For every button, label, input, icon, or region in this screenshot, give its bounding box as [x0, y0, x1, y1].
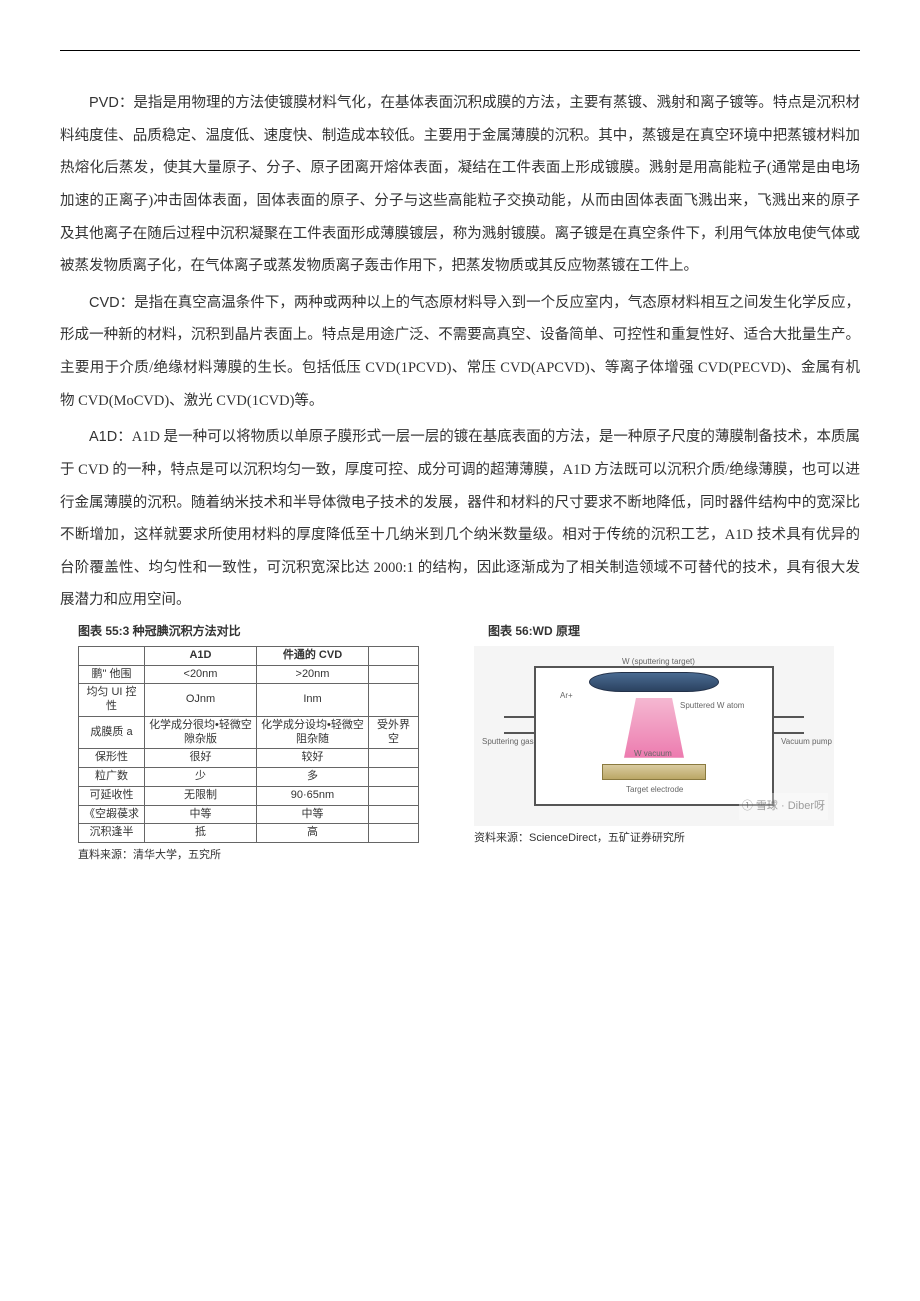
gas-inlet	[504, 716, 534, 734]
table-row-label: 均匀 UI 控性	[79, 684, 145, 717]
table-row-label: 沉积逢半	[79, 824, 145, 843]
comparison-table-body: 鹏" 他围<20nm>20nm均匀 UI 控性OJnmInm成膜质 a化学成分很…	[79, 665, 419, 843]
table-row: 粒广数少多	[79, 768, 419, 787]
table-row: 鹏" 他围<20nm>20nm	[79, 665, 419, 684]
table-cell-extra	[369, 786, 419, 805]
label-sputtered: Sputtered W atom	[680, 702, 744, 711]
table-row: 《空嘏葔求中等中等	[79, 805, 419, 824]
table-cell-extra	[369, 805, 419, 824]
top-rule	[60, 50, 860, 51]
table-cell-extra	[369, 665, 419, 684]
table-cell-cvd: 多	[257, 768, 369, 787]
table-row: 均匀 UI 控性OJnmInm	[79, 684, 419, 717]
label-target: W (sputtering target)	[622, 658, 695, 667]
label-gas-in: Sputtering gas	[482, 738, 534, 747]
table-cell-extra	[369, 749, 419, 768]
figure-row: 图表 55:3 种冠腆沉积方法对比 A1D 件通的 CVD 鹏" 他围<20nm…	[60, 623, 860, 862]
table-row-label: 鹏" 他围	[79, 665, 145, 684]
watermark: ① 雪球 · Diber呀	[739, 793, 828, 820]
pvd-diagram: W (sputtering target) Ar+ Sputtered W at…	[474, 646, 834, 826]
table-cell-a1d: 很好	[145, 749, 257, 768]
table-row: 保形性很好较好	[79, 749, 419, 768]
paragraph-cvd: CVD：是指在真空高温条件下，两种或两种以上的气态原材料导入到一个反应室内，气态…	[60, 287, 860, 418]
pvd-lead: PVD：	[89, 95, 133, 111]
figure-55-source: 直料来源：清华大学，五究所	[78, 848, 450, 862]
comparison-table: A1D 件通的 CVD 鹏" 他围<20nm>20nm均匀 UI 控性OJnmI…	[78, 646, 419, 843]
label-substrate: W vacuum	[634, 750, 672, 759]
table-row: 成膜质 a化学成分很均•轻微空隙杂版化学成分设均•轻微空阻杂随受外界 空	[79, 716, 419, 749]
cvd-body: 是指在真空高温条件下，两种或两种以上的气态原材料导入到一个反应室内，气态原材料相…	[60, 295, 860, 409]
table-cell-extra	[369, 768, 419, 787]
table-row: 可延收性无限制90·65nm	[79, 786, 419, 805]
table-cell-cvd: 较好	[257, 749, 369, 768]
a1d-lead: A1D：	[89, 429, 132, 445]
pvd-body: 是指是用物理的方法使镀膜材料气化，在基体表面沉积成膜的方法，主要有蒸镀、溅射和离…	[60, 95, 860, 274]
table-cell-cvd: 90·65nm	[257, 786, 369, 805]
table-cell-cvd: 中等	[257, 805, 369, 824]
figure-56-source: 资料来源：ScienceDirect，五矿证券研究所	[474, 831, 860, 845]
figure-56-title: 图表 56:WD 原理	[488, 623, 860, 640]
paragraph-a1d: A1D：A1D 是一种可以将物质以单原子膜形式一层一层的镀在基底表面的方法，是一…	[60, 421, 860, 617]
table-cell-cvd: Inm	[257, 684, 369, 717]
table-cell-a1d: 少	[145, 768, 257, 787]
figure-55: 图表 55:3 种冠腆沉积方法对比 A1D 件通的 CVD 鹏" 他围<20nm…	[60, 623, 450, 862]
table-cell-a1d: 无限制	[145, 786, 257, 805]
vacuum-outlet	[774, 716, 804, 734]
table-row-label: 可延收性	[79, 786, 145, 805]
table-cell-cvd: >20nm	[257, 665, 369, 684]
table-cell-cvd: 化学成分设均•轻微空阻杂随	[257, 716, 369, 749]
a1d-body: A1D 是一种可以将物质以单原子膜形式一层一层的镀在基底表面的方法，是一种原子尺…	[60, 429, 860, 608]
label-ar: Ar+	[560, 692, 573, 701]
table-header-blank	[79, 646, 145, 665]
figure-55-title: 图表 55:3 种冠腆沉积方法对比	[78, 623, 450, 640]
table-cell-a1d: <20nm	[145, 665, 257, 684]
table-header-row: A1D 件通的 CVD	[79, 646, 419, 665]
label-electrode: Target electrode	[626, 786, 683, 795]
table-cell-a1d: 化学成分很均•轻微空隙杂版	[145, 716, 257, 749]
cvd-lead: CVD：	[89, 295, 134, 311]
figure-56: 图表 56:WD 原理 W (sputtering target) Ar+ Sp…	[470, 623, 860, 845]
table-cell-extra: 受外界 空	[369, 716, 419, 749]
table-cell-a1d: OJnm	[145, 684, 257, 717]
table-cell-cvd: 高	[257, 824, 369, 843]
label-pump: Vacuum pump	[781, 738, 832, 747]
table-row-label: 粒广数	[79, 768, 145, 787]
table-header-cvd: 件通的 CVD	[257, 646, 369, 665]
table-row-label: 保形性	[79, 749, 145, 768]
table-header-a1d: A1D	[145, 646, 257, 665]
table-row-label: 成膜质 a	[79, 716, 145, 749]
table-cell-extra	[369, 684, 419, 717]
table-header-extra	[369, 646, 419, 665]
sputter-target	[589, 672, 719, 692]
table-cell-a1d: 中等	[145, 805, 257, 824]
table-row-label: 《空嘏葔求	[79, 805, 145, 824]
table-cell-extra	[369, 824, 419, 843]
table-cell-a1d: 抵	[145, 824, 257, 843]
substrate-plate	[602, 764, 706, 780]
table-row: 沉积逢半抵高	[79, 824, 419, 843]
paragraph-pvd: PVD：是指是用物理的方法使镀膜材料气化，在基体表面沉积成膜的方法，主要有蒸镀、…	[60, 87, 860, 283]
